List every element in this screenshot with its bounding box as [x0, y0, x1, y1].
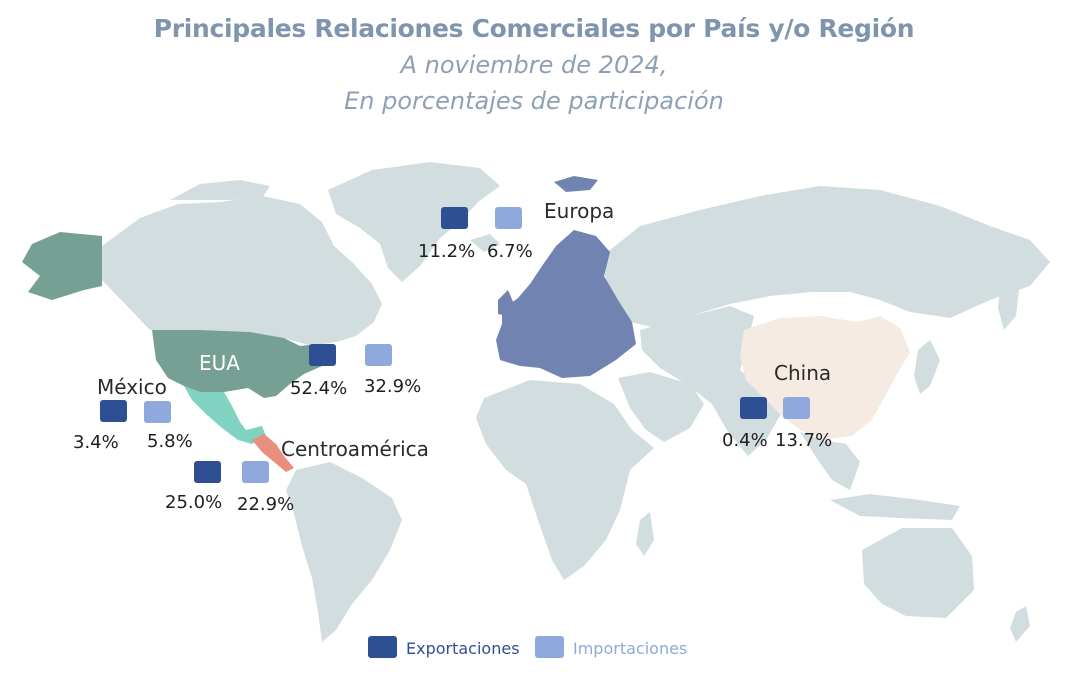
- mexico-exportaciones-swatch: [100, 400, 127, 422]
- map-title: Principales Relaciones Comerciales por P…: [153, 14, 915, 43]
- mexico-exportaciones-value: 3.4%: [73, 432, 119, 453]
- mexico-importaciones-value: 5.8%: [147, 431, 193, 452]
- centroamerica-importaciones-value: 22.9%: [237, 494, 295, 515]
- svalbard-shape: [554, 176, 598, 192]
- alaska-shape: [22, 232, 102, 300]
- china-exportaciones-value: 0.4%: [722, 430, 768, 451]
- madagascar-shape: [636, 512, 654, 556]
- southeast-asia-shape: [800, 432, 860, 490]
- legend-exportaciones-label: Exportaciones: [406, 639, 520, 658]
- label-mexico: México: [97, 375, 167, 399]
- canada-shape: [102, 196, 382, 346]
- europe-shape: [496, 230, 636, 378]
- russia-shape: [600, 186, 1050, 328]
- centroamerica-exportaciones-value: 25.0%: [165, 492, 223, 513]
- label-china: China: [774, 361, 832, 385]
- label-centroamerica: Centroamérica: [281, 437, 429, 461]
- legend-importaciones-label: Importaciones: [573, 639, 688, 658]
- label-europa: Europa: [544, 199, 615, 223]
- label-eua: EUA: [199, 351, 240, 375]
- australia-shape: [862, 528, 974, 618]
- centroamerica-exportaciones-swatch: [194, 461, 221, 483]
- china-exportaciones-swatch: [740, 397, 767, 419]
- kamchatka-shape: [998, 280, 1020, 330]
- europa-importaciones-value: 6.7%: [487, 241, 533, 262]
- centroamerica-importaciones-swatch: [242, 461, 269, 483]
- japan-shape: [914, 340, 940, 394]
- china-shape: [740, 316, 910, 440]
- europa-exportaciones-swatch: [441, 207, 468, 229]
- header: Principales Relaciones Comerciales por P…: [0, 14, 1068, 119]
- usa-shape: [152, 330, 334, 398]
- middle-east-shape: [618, 372, 704, 442]
- eua-exportaciones-swatch: [309, 344, 336, 366]
- central-america-shape: [252, 434, 294, 472]
- greenland-shape: [328, 162, 500, 282]
- map-subtitle-date: A noviembre de 2024,: [400, 51, 668, 79]
- indonesia-shape: [830, 494, 960, 520]
- mexico-shape: [184, 386, 266, 444]
- china-importaciones-swatch: [783, 397, 810, 419]
- eua-importaciones-swatch: [365, 344, 392, 366]
- africa-shape: [476, 380, 654, 580]
- eua-importaciones-value: 32.9%: [364, 376, 422, 397]
- iceland-shape: [470, 234, 500, 252]
- mexico-importaciones-swatch: [144, 401, 171, 423]
- europa-importaciones-swatch: [495, 207, 522, 229]
- legend-importaciones-swatch: [535, 636, 564, 658]
- china-importaciones-value: 13.7%: [775, 430, 833, 451]
- south-america-shape: [286, 462, 402, 642]
- british-isles-shape: [498, 290, 514, 316]
- map-subtitle-units: En porcentajes de participación: [344, 87, 724, 115]
- arctic-islands-shape: [170, 180, 270, 200]
- legend-exportaciones-swatch: [368, 636, 397, 658]
- europa-exportaciones-value: 11.2%: [418, 241, 476, 262]
- new-zealand-shape: [1010, 606, 1030, 642]
- eua-exportaciones-value: 52.4%: [290, 378, 348, 399]
